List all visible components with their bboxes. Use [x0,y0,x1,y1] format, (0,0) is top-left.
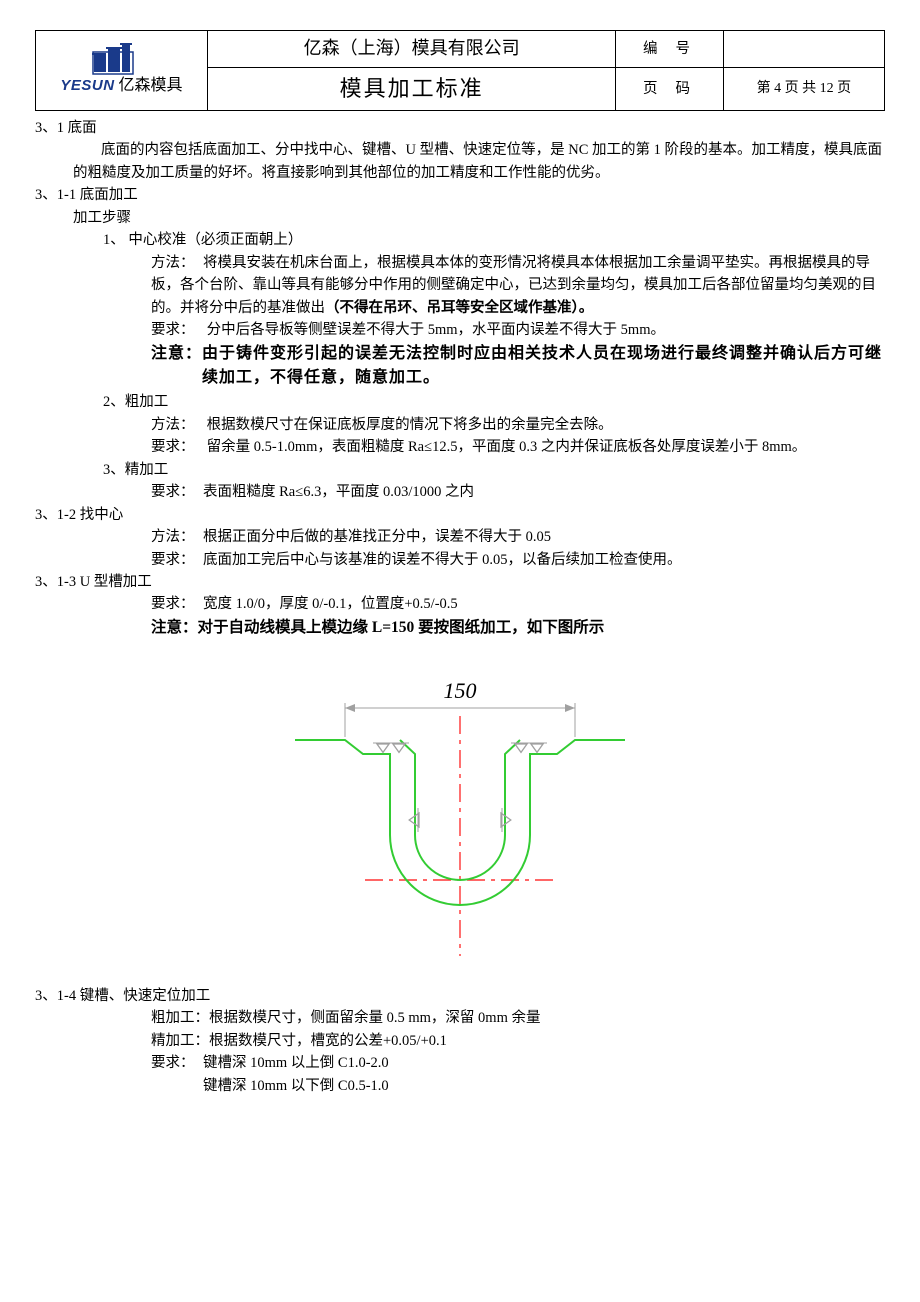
step-3-requirement: 要求：表面粗糙度 Ra≤6.3，平面度 0.03/1000 之内 [151,481,885,503]
method-bold-tail: （不得在吊环、吊耳等安全区域作基准）。 [325,300,593,316]
section-3-1-2-heading: 3、1-2 找中心 [35,504,885,526]
u-slot-svg: 150 [260,670,660,970]
steps-label: 加工步骤 [73,207,885,229]
s314-rough: 粗加工：根据数模尺寸，侧面留余量 0.5 mm，深留 0mm 余量 [151,1007,885,1029]
step-1-method: 方法：将模具安装在机床台面上，根据模具本体的变形情况将模具本体根据加工余量调平垫… [151,252,885,319]
step-1-title: 1、 中心校准（必须正面朝上） [103,229,885,251]
svg-text:150: 150 [444,678,477,703]
requirement-label: 要求： [151,319,203,341]
step-2-requirement: 要求： 留余量 0.5-1.0mm，表面粗糙度 Ra≤12.5，平面度 0.3 … [151,436,885,458]
company-logo: YESUN 亿森模具 [40,42,203,99]
method-label: 方法： [151,252,203,274]
s312-requirement: 要求：底面加工完后中心与该基准的误差不得大于 0.05，以备后续加工检查使用。 [151,549,885,571]
section-3-1-heading: 3、1 底面 [35,117,885,139]
method-label: 方法： [151,526,203,548]
document-header-table: YESUN 亿森模具 亿森（上海）模具有限公司 编号 模具加工标准 页码 第 4… [35,30,885,111]
doc-number-label: 编号 [616,31,723,68]
logo-text-cn: 亿森模具 [119,74,183,99]
step-2-method: 方法： 根据数模尺寸在保证底板厚度的情况下将多出的余量完全去除。 [151,414,885,436]
step-2-title: 2、粗加工 [103,391,885,413]
logo-text-en: YESUN [60,74,114,97]
step-3-title: 3、精加工 [103,459,885,481]
fine-label: 精加工： [151,1033,209,1049]
section-3-1-intro: 底面的内容包括底面加工、分中找中心、键槽、U 型槽、快速定位等，是 NC 加工的… [73,139,885,184]
s313-note: 注意：对于自动线模具上模边缘 L=150 要按图纸加工，如下图所示 [151,616,885,640]
requirement-label: 要求： [151,481,203,503]
rough-label: 粗加工： [151,1010,209,1026]
section-3-1-1-heading: 3、1-1 底面加工 [35,184,885,206]
requirement-label: 要求： [151,436,203,458]
note-label: 注意： [151,619,198,636]
s314-req-2: 键槽深 10mm 以下倒 C0.5-1.0 [151,1075,885,1097]
logo-cell: YESUN 亿森模具 [36,31,208,111]
logo-icon [92,42,150,76]
note-label: 注意： [151,342,202,392]
s314-fine: 精加工：根据数模尺寸，槽宽的公差+0.05/+0.1 [151,1030,885,1052]
step-1-requirement: 要求： 分中后各导板等侧壁误差不得大于 5mm，水平面内误差不得大于 5mm。 [151,319,885,341]
page-label: 页码 [616,67,723,110]
step-1-note: 注意： 由于铸件变形引起的误差无法控制时应由相关技术人员在现场进行最终调整并确认… [151,342,885,392]
doc-number-value [723,31,884,68]
method-label: 方法： [151,414,203,436]
section-3-1-3-heading: 3、1-3 U 型槽加工 [35,571,885,593]
note-body: 由于铸件变形引起的误差无法控制时应由相关技术人员在现场进行最终调整并确认后方可继… [202,342,885,392]
section-3-1-4-heading: 3、1-4 键槽、快速定位加工 [35,985,885,1007]
s314-req-1: 要求：键槽深 10mm 以上倒 C1.0-2.0 [151,1052,885,1074]
s313-requirement: 要求：宽度 1.0/0，厚度 0/-0.1，位置度+0.5/-0.5 [151,593,885,615]
requirement-label: 要求： [151,1052,203,1074]
requirement-label: 要求： [151,549,203,571]
requirement-label: 要求： [151,593,203,615]
page-value: 第 4 页 共 12 页 [723,67,884,110]
s312-method: 方法：根据正面分中后做的基准找正分中，误差不得大于 0.05 [151,526,885,548]
document-title: 模具加工标准 [207,67,615,110]
document-body: 3、1 底面 底面的内容包括底面加工、分中找中心、键槽、U 型槽、快速定位等，是… [35,117,885,1097]
company-name: 亿森（上海）模具有限公司 [207,31,615,68]
u-slot-diagram: 150 [35,640,885,985]
